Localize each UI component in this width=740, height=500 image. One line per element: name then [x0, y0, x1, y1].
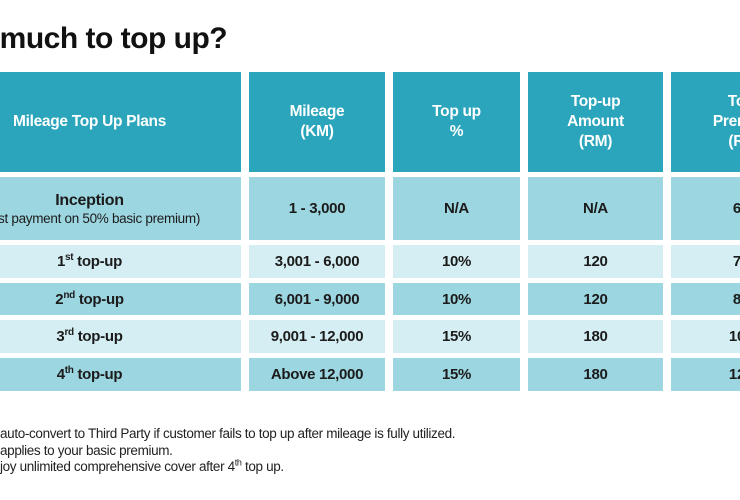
- ordinal-sup: st: [65, 252, 74, 263]
- plan-cell-2nd-topup: 2nd top-up: [0, 283, 241, 315]
- total-premium-cell: 1020: [671, 320, 740, 353]
- ordinal-sup: rd: [64, 327, 74, 338]
- col-header-topup-amount: Top-up Amount (RM): [528, 72, 663, 172]
- plan-note: (First payment on 50% basic premium): [0, 210, 201, 226]
- topup-amount-cell: 120: [528, 245, 663, 278]
- topup-amount-cell: 180: [528, 320, 663, 353]
- plan-cell-3rd-topup: 3rd top-up: [0, 320, 241, 353]
- plan-label: 3rd top-up: [56, 327, 123, 346]
- footnote-2: applies to your basic premium.: [0, 442, 173, 458]
- topup-amount-cell: 180: [528, 358, 663, 391]
- ordinal-sup: nd: [63, 289, 75, 301]
- plan-cell-4th-topup: 4th top-up: [0, 358, 241, 391]
- topup-pct-cell: N/A: [393, 177, 520, 240]
- total-premium-cell: 600: [671, 177, 740, 240]
- topup-pct-cell: 15%: [393, 320, 520, 353]
- mileage-topup-table: Mileage Top Up Plans Mileage (KM) Top up…: [0, 72, 740, 391]
- total-premium-cell: 1200: [671, 358, 740, 391]
- mileage-cell: 6,001 - 9,000: [249, 283, 385, 315]
- total-premium-cell: 840: [671, 283, 740, 315]
- ordinal-sup: th: [64, 365, 74, 376]
- col-header-plans: Mileage Top Up Plans: [0, 72, 241, 172]
- ordinal-sup: th: [234, 457, 242, 468]
- total-premium-cell: 720: [671, 245, 740, 278]
- footnotes: auto-convert to Third Party if customer …: [0, 426, 720, 476]
- mileage-cell: 1 - 3,000: [249, 177, 385, 240]
- topup-pct-cell: 10%: [393, 283, 520, 315]
- col-header-topup-pct: Top up %: [393, 72, 520, 172]
- col-header-mileage-km: Mileage (KM): [249, 72, 385, 172]
- mileage-cell: Above 12,000: [249, 358, 385, 391]
- topup-amount-cell: N/A: [528, 177, 663, 240]
- plan-cell-1st-topup: 1st top-up: [0, 245, 241, 278]
- footnote-1: auto-convert to Third Party if customer …: [0, 426, 456, 441]
- plan-name: Inception: [55, 191, 124, 209]
- plan-label: 2nd top-up: [55, 289, 124, 308]
- topup-amount-cell: 120: [528, 283, 663, 315]
- plan-label: 1st top-up: [56, 252, 123, 271]
- topup-pct-cell: 10%: [393, 245, 520, 278]
- plan-cell-inception: Inception (First payment on 50% basic pr…: [0, 177, 241, 240]
- plan-label: 4th top-up: [56, 365, 123, 384]
- mileage-cell: 9,001 - 12,000: [249, 320, 385, 353]
- footnote-3: joy unlimited comprehensive cover after …: [0, 457, 284, 474]
- topup-pct-cell: 15%: [393, 358, 520, 391]
- col-header-total-premium: Total Premium (RM): [671, 72, 740, 172]
- mileage-cell: 3,001 - 6,000: [249, 245, 385, 278]
- page-title: How much to top up?: [0, 22, 228, 55]
